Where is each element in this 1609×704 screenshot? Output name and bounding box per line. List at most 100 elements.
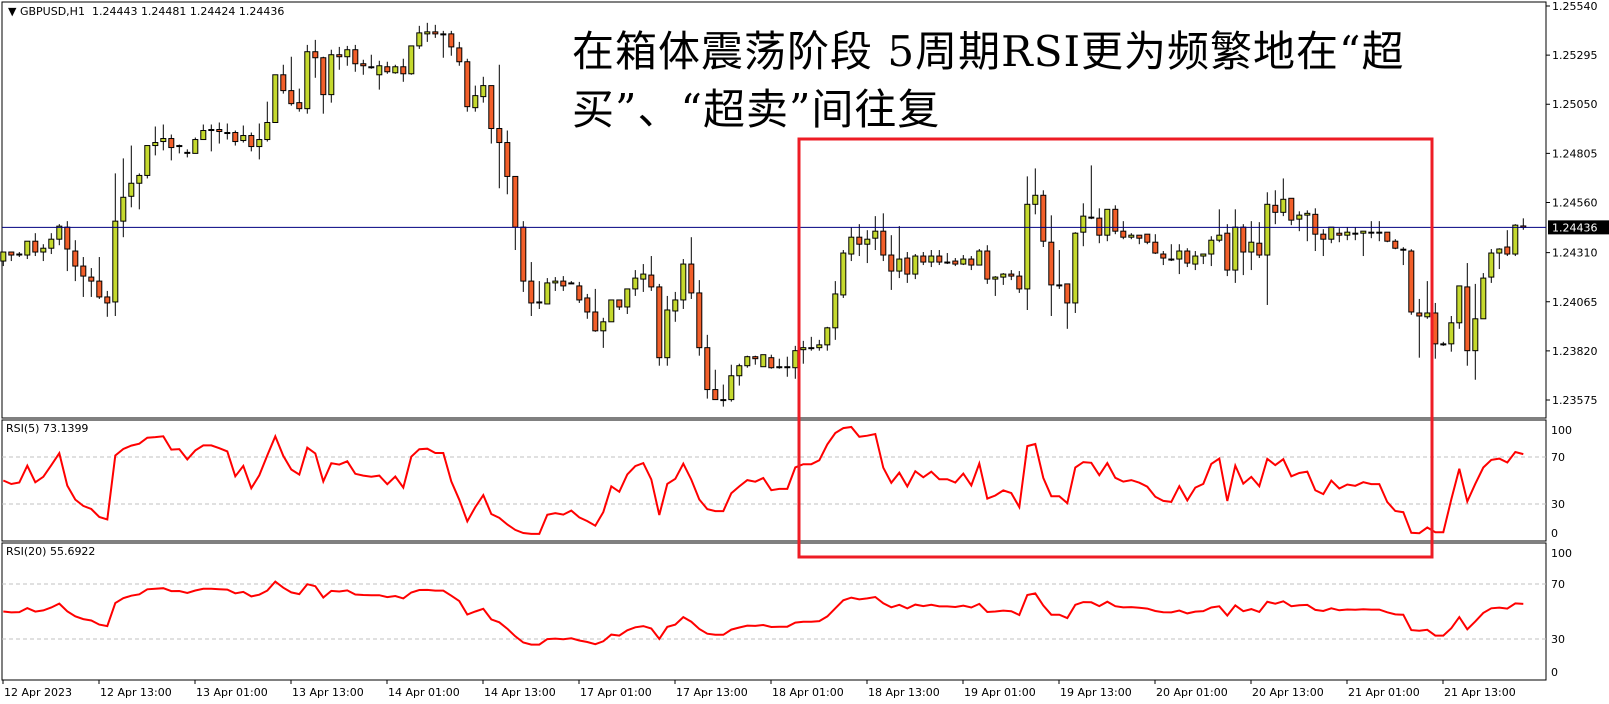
- bear-candle-body: [528, 280, 535, 304]
- candle: [1032, 168, 1039, 215]
- candle: [448, 30, 455, 56]
- bull-candle-body: [368, 66, 375, 69]
- candle: [1456, 285, 1463, 329]
- candle: [1152, 234, 1159, 255]
- bear-candle-body: [768, 357, 775, 369]
- bull-candle-body: [0, 251, 7, 262]
- candle: [752, 355, 759, 365]
- candle: [248, 132, 255, 152]
- candle: [296, 88, 303, 112]
- candle: [584, 293, 591, 319]
- bear-candle-body: [488, 85, 495, 130]
- bear-candle-body: [1392, 240, 1399, 249]
- candle: [1472, 283, 1479, 380]
- candle: [88, 268, 95, 297]
- bull-candle-body: [1128, 234, 1135, 238]
- price-tick-label: 1.24805: [1552, 147, 1598, 160]
- bear-candle-body: [560, 280, 567, 287]
- bull-candle-body: [552, 280, 559, 284]
- price-tick-label: 1.23820: [1552, 345, 1598, 358]
- rsi-label: RSI(5) 73.1399: [6, 422, 88, 435]
- bear-candle-body: [432, 31, 439, 35]
- bear-candle-body: [352, 49, 359, 65]
- bear-candle-body: [384, 66, 391, 73]
- bear-candle-body: [1432, 312, 1439, 345]
- candle: [72, 240, 79, 282]
- rsi-label: RSI(20) 55.6922: [6, 545, 95, 558]
- candle: [1400, 247, 1407, 266]
- bull-candle-body: [1424, 312, 1431, 318]
- annotation-title-line1: 在箱体震荡阶段 5周期RSI更为频繁地在“超: [572, 27, 1405, 76]
- candle: [808, 336, 815, 351]
- rsi-tick-label: 30: [1551, 633, 1565, 646]
- price-tick-label: 1.25050: [1552, 98, 1598, 111]
- bear-candle-body: [648, 274, 655, 288]
- bear-candle-body: [880, 230, 887, 256]
- bull-candle-body: [808, 347, 815, 350]
- bull-candle-body: [600, 321, 607, 332]
- bull-candle-body: [376, 65, 383, 76]
- bull-candle-body: [56, 225, 63, 240]
- candle: [48, 233, 55, 255]
- candle: [736, 363, 743, 386]
- candle: [240, 125, 247, 143]
- candle: [496, 64, 503, 189]
- candle: [280, 64, 287, 94]
- bull-candle-body: [632, 277, 639, 290]
- candle: [1024, 176, 1031, 310]
- bull-candle-body: [568, 282, 575, 285]
- candle: [1424, 281, 1431, 319]
- candle: [920, 252, 927, 266]
- bear-candle-body: [72, 250, 79, 267]
- bull-candle-body: [424, 31, 431, 35]
- time-tick-label: 14 Apr 01:00: [388, 686, 460, 699]
- candle: [1384, 231, 1391, 243]
- candle: [832, 281, 839, 340]
- bull-candle-body: [928, 255, 935, 263]
- candle: [544, 278, 551, 305]
- bull-candle-body: [16, 253, 23, 256]
- triangle-down-icon[interactable]: ▼: [8, 5, 20, 18]
- bull-candle-body: [544, 282, 551, 305]
- bull-candle-body: [624, 288, 631, 308]
- bull-candle-body: [784, 366, 791, 369]
- candle: [536, 281, 543, 309]
- bear-candle-body: [1504, 246, 1511, 255]
- price-tick-label: 1.25295: [1552, 49, 1598, 62]
- candle: [552, 277, 559, 291]
- bull-candle-body: [864, 238, 871, 245]
- candle: [560, 276, 567, 291]
- candle: [144, 145, 151, 179]
- price-tick-label: 1.24310: [1552, 247, 1598, 260]
- candle: [1120, 221, 1127, 240]
- bull-candle-body: [848, 236, 855, 255]
- candle: [1320, 229, 1327, 257]
- bull-candle-body: [408, 45, 415, 75]
- candle: [16, 252, 23, 258]
- bull-candle-body: [224, 132, 231, 135]
- candle: [784, 356, 791, 377]
- candle: [336, 46, 343, 70]
- bear-candle-body: [1144, 233, 1151, 243]
- time-tick-label: 19 Apr 01:00: [964, 686, 1036, 699]
- bull-candle-body: [240, 135, 247, 142]
- candle: [1280, 178, 1287, 217]
- candle: [0, 251, 7, 267]
- bear-candle-body: [1136, 234, 1143, 239]
- candle: [1008, 270, 1015, 281]
- bull-candle-body: [720, 399, 727, 402]
- bear-candle-body: [320, 57, 327, 96]
- candle: [1072, 232, 1079, 313]
- bull-candle-body: [1168, 258, 1175, 261]
- current-price-line: 1.24436: [2, 220, 1609, 235]
- candle: [488, 85, 495, 144]
- bull-candle-body: [1480, 277, 1487, 320]
- candle: [1096, 208, 1103, 244]
- bear-candle-body: [536, 301, 543, 304]
- bear-candle-body: [168, 138, 175, 149]
- bull-candle-body: [416, 32, 423, 47]
- current-price-badge: [1548, 220, 1609, 235]
- bear-candle-body: [360, 63, 367, 67]
- candle: [936, 250, 943, 266]
- bear-candle-body: [856, 236, 863, 245]
